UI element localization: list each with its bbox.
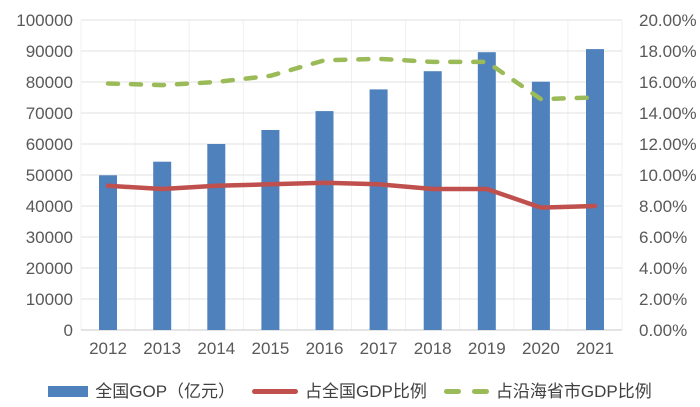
left-axis-tick: 30000 [26,228,73,247]
bar-2013 [153,161,172,330]
bar-2012 [99,175,117,330]
x-axis-label: 2014 [197,339,235,358]
bar-swatch-icon [48,386,89,397]
x-axis-label: 2021 [576,339,614,358]
chart-canvas: 0 10000 20000 30000 40000 50000 60000 70000 8000… [16,11,697,358]
left-axis-tick: 20000 [26,259,73,278]
x-axis-label: 2015 [251,339,289,358]
right-axis-tick: 18.00% [639,42,697,61]
solid-line-swatch-icon [252,389,299,394]
right-axis-tick: 6.00% [639,228,687,247]
left-axis-tick: 80000 [26,73,73,92]
left-axis-tick: 40000 [26,197,73,216]
coastal-share-line [105,56,598,102]
x-axis-label: 2018 [414,339,452,358]
legend: 全国GOP（亿元） 占全国GDP比例 占沿海省市GDP比例 [0,383,700,400]
bar-2016 [315,111,334,330]
legend-item-gop[interactable]: 全国GOP（亿元） [48,383,235,400]
left-axis-tick: 50000 [26,166,73,185]
left-axis-tick: 100000 [16,11,73,30]
bar-2021 [586,49,604,330]
left-axis-tick: 90000 [26,42,73,61]
left-axis-tick: 10000 [26,290,73,309]
right-axis-tick: 0.00% [639,321,687,340]
legend-label-coastal-share: 占沿海省市GDP比例 [495,382,652,401]
legend-label-gop: 全国GOP（亿元） [95,382,236,401]
x-axis-label: 2020 [522,339,560,358]
right-axis-tick: 16.00% [639,73,697,92]
x-axis-label: 2017 [360,339,398,358]
bar-2014 [207,144,226,330]
right-axis-tick: 4.00% [639,259,687,278]
legend-label-national-share: 占全国GDP比例 [305,382,427,401]
right-axis-tick: 12.00% [639,135,697,154]
right-axis-tick: 10.00% [639,166,697,185]
right-axis-tick: 14.00% [639,104,697,123]
bar-2015 [261,130,280,330]
right-axis-tick: 20.00% [639,11,697,30]
x-axis-label: 2013 [143,339,181,358]
left-axis-tick: 70000 [26,104,73,123]
legend-item-national-share[interactable]: 占全国GDP比例 [252,383,427,400]
x-axis-label: 2016 [306,339,344,358]
x-axis-label: 2019 [468,339,506,358]
right-axis-tick: 8.00% [639,197,687,216]
left-axis-tick: 60000 [26,135,73,154]
bar-2017 [369,89,388,331]
left-axis-tick: 0 [64,321,73,340]
national-share-line [105,180,598,210]
right-axis-tick: 2.00% [639,290,687,309]
legend-item-coastal-share[interactable]: 占沿海省市GDP比例 [443,382,652,401]
x-axis-label: 2012 [89,339,127,358]
dashed-line-swatch-icon [443,389,489,394]
bar-2018 [423,71,442,330]
